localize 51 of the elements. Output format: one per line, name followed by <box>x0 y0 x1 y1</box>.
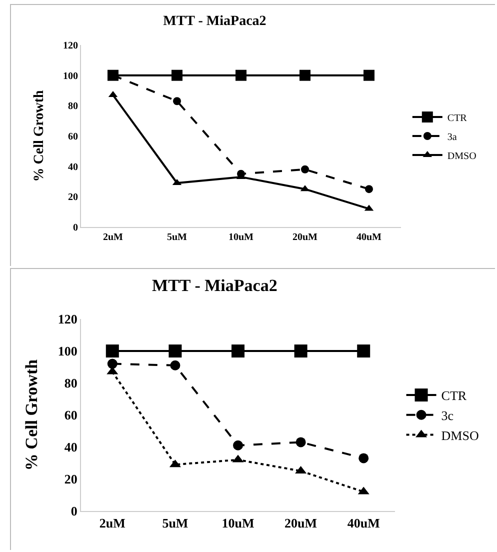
y-tick-label: 0 <box>70 504 78 519</box>
x-tick-label: 10uM <box>228 232 254 243</box>
y-tick-label: 0 <box>73 222 78 234</box>
x-tick-label: 40uM <box>347 516 380 531</box>
legend-label: DMSO <box>441 428 479 443</box>
point <box>106 344 119 358</box>
y-tick-label: 120 <box>58 312 78 327</box>
y-tick-label: 40 <box>68 162 78 173</box>
y-axis-title: % Cell Growth <box>22 358 41 471</box>
point <box>364 70 374 81</box>
point <box>357 344 370 358</box>
point <box>168 344 182 358</box>
x-tick-label: 10uM <box>222 516 254 531</box>
point <box>365 185 373 194</box>
chart-title: MTT - MiaPaca2 <box>152 276 278 295</box>
legend-label: 3a <box>447 132 458 143</box>
y-tick-label: 100 <box>58 344 78 359</box>
x-tick-label: 20uM <box>292 232 318 243</box>
point <box>294 344 308 358</box>
y-tick-label: 80 <box>68 101 78 112</box>
x-tick-label: 5uM <box>162 516 188 531</box>
point <box>236 70 246 81</box>
y-tick-label: 60 <box>64 408 78 423</box>
x-tick-label: 20uM <box>284 516 318 531</box>
y-tick-label: 120 <box>63 40 78 52</box>
point <box>358 453 369 464</box>
y-axis-title: % Cell Growth <box>32 90 47 182</box>
x-tick-label: 40uM <box>356 232 382 243</box>
legend-label: CTR <box>447 112 468 124</box>
point <box>173 97 181 106</box>
point <box>300 70 310 81</box>
y-tick-label: 100 <box>63 70 78 82</box>
x-tick-label: 5uM <box>167 232 188 243</box>
x-tick-label: 2uM <box>103 232 124 243</box>
point <box>296 437 306 448</box>
point <box>232 344 244 358</box>
legend-label: DMSO <box>447 150 476 162</box>
y-tick-label: 60 <box>68 132 78 142</box>
legend-label: CTR <box>441 388 467 404</box>
legend-label: 3c <box>441 408 454 423</box>
y-tick-label: 20 <box>64 472 78 487</box>
y-tick-label: 80 <box>64 376 78 391</box>
point <box>170 360 180 370</box>
y-tick-label: 20 <box>68 192 78 204</box>
point <box>172 70 182 81</box>
chart-title: MTT - MiaPaca2 <box>163 14 266 29</box>
point <box>301 165 309 174</box>
point <box>107 358 118 369</box>
y-tick-label: 40 <box>64 440 78 455</box>
point <box>233 440 243 450</box>
x-tick-label: 2uM <box>99 516 126 531</box>
